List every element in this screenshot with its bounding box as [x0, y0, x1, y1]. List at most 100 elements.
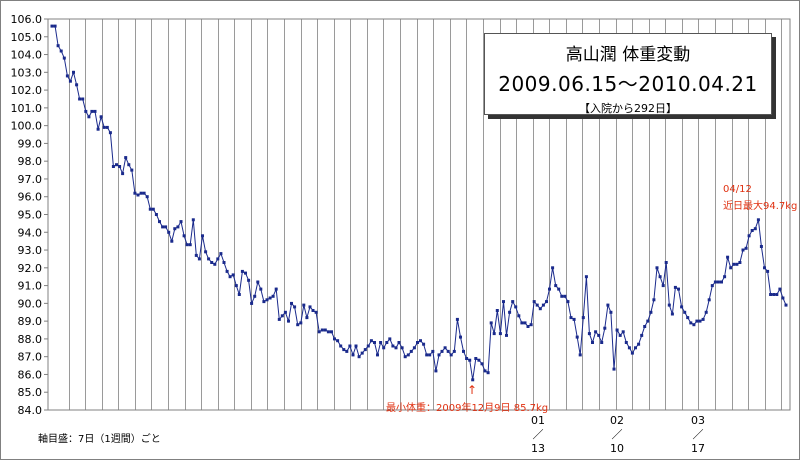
- weight-data-point: [194, 253, 198, 257]
- month-mark-month: 03: [691, 414, 705, 427]
- weight-data-point: [738, 261, 742, 264]
- weight-data-point: [127, 163, 131, 167]
- weight-data-point: [50, 24, 54, 28]
- weight-data-point: [707, 298, 711, 302]
- weight-data-point: [228, 275, 232, 279]
- min-weight-label: 最小体重：2009年12月9日 85.7kg: [386, 403, 549, 414]
- weight-data-point: [317, 330, 321, 334]
- weight-data-point: [105, 125, 109, 129]
- weight-data-point: [161, 225, 165, 229]
- weight-data-point: [188, 243, 192, 247]
- weight-data-point: [581, 316, 585, 320]
- weight-data-point: [379, 341, 383, 344]
- weight-data-point: [302, 303, 306, 307]
- weight-data-point: [176, 225, 180, 229]
- weight-data-point: [563, 294, 567, 298]
- weight-data-point: [554, 284, 558, 288]
- weight-data-point: [250, 301, 254, 305]
- weight-data-point: [713, 280, 717, 284]
- weight-data-point: [498, 332, 502, 336]
- weight-data-point: [274, 287, 278, 291]
- weight-data-point: [102, 125, 106, 129]
- month-mark-day: 13: [531, 442, 545, 455]
- weight-data-point: [634, 346, 637, 350]
- weight-data-point: [502, 300, 505, 304]
- y-tick-label: 98.0: [18, 155, 43, 168]
- weight-data-point: [265, 298, 269, 302]
- weight-data-point: [652, 298, 656, 302]
- weight-data-point: [78, 97, 82, 101]
- weight-data-point: [578, 353, 582, 357]
- weight-data-point: [428, 353, 432, 357]
- y-tick-label: 103.0: [11, 66, 43, 79]
- weight-data-point: [606, 303, 610, 307]
- weight-data-point: [145, 195, 149, 199]
- weight-data-point: [701, 317, 705, 321]
- weight-data-point: [603, 326, 607, 330]
- weight-data-point: [526, 325, 530, 328]
- weight-data-point: [495, 309, 499, 312]
- axis-scale-note: 軸目盛：7日（1週間）ごと: [38, 434, 161, 445]
- weight-data-point: [637, 342, 641, 346]
- weight-data-point: [182, 234, 186, 238]
- weight-data-point: [376, 353, 379, 357]
- weight-data-point: [403, 355, 407, 359]
- weight-data-point: [213, 262, 217, 266]
- month-mark-jan: 01 ／ 13: [518, 414, 558, 456]
- weight-data-point: [416, 341, 419, 344]
- weight-data-point: [572, 317, 576, 321]
- weight-data-point: [471, 378, 475, 382]
- weight-data-point: [664, 261, 668, 264]
- weight-data-point: [716, 280, 720, 284]
- weight-data-point: [735, 262, 739, 266]
- weight-data-point: [210, 261, 214, 264]
- month-mark-month: 01: [531, 414, 545, 427]
- weight-data-point: [594, 330, 598, 334]
- weight-data-point: [111, 165, 115, 168]
- weight-data-point: [115, 163, 118, 167]
- weight-data-point: [247, 278, 251, 282]
- weight-data-point: [784, 303, 788, 307]
- weight-data-point: [766, 269, 770, 273]
- weight-data-point: [216, 257, 220, 261]
- weight-data-point: [154, 213, 158, 216]
- weight-data-point: [142, 191, 146, 195]
- weight-data-point: [320, 328, 324, 332]
- weight-data-point: [388, 337, 392, 341]
- weight-data-point: [219, 252, 223, 256]
- weight-data-point: [87, 115, 91, 119]
- month-mark-sep: ／: [611, 428, 623, 441]
- weight-data-point: [732, 262, 736, 266]
- weight-data-point: [452, 349, 456, 353]
- weight-data-point: [277, 317, 281, 321]
- weight-data-point: [615, 328, 619, 332]
- weight-data-point: [124, 156, 128, 160]
- weight-data-point: [237, 293, 241, 296]
- weight-data-point: [348, 344, 352, 348]
- y-tick-label: 91.0: [18, 280, 43, 293]
- weight-data-point: [136, 193, 140, 197]
- weight-data-point: [93, 109, 97, 113]
- weight-data-point: [532, 300, 536, 304]
- weight-data-point: [750, 229, 754, 232]
- weight-data-point: [449, 353, 453, 357]
- weight-data-point: [756, 218, 760, 222]
- weight-data-point: [673, 285, 677, 289]
- weight-data-point: [723, 275, 727, 279]
- weight-data-point: [139, 191, 143, 195]
- weight-data-point: [412, 346, 416, 350]
- weight-data-point: [222, 261, 226, 264]
- month-mark-mar: 03 ／ 17: [678, 414, 718, 456]
- chart-days-note: 【入院から292日】: [579, 102, 677, 115]
- weight-data-point: [336, 339, 340, 343]
- weight-data-point: [68, 79, 72, 83]
- recent-max-label: 近日最大94.7kg: [723, 201, 798, 212]
- weight-data-point: [231, 273, 235, 277]
- weight-data-point: [686, 316, 690, 320]
- month-mark-sep: ／: [692, 428, 704, 441]
- weight-data-point: [90, 109, 94, 113]
- weight-data-point: [772, 293, 776, 296]
- weight-data-point: [584, 275, 588, 279]
- weight-data-point: [658, 275, 662, 279]
